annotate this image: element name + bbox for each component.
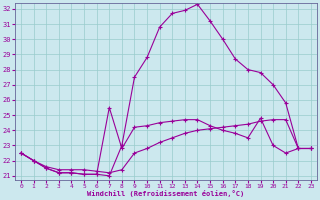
X-axis label: Windchill (Refroidissement éolien,°C): Windchill (Refroidissement éolien,°C) [87, 190, 244, 197]
